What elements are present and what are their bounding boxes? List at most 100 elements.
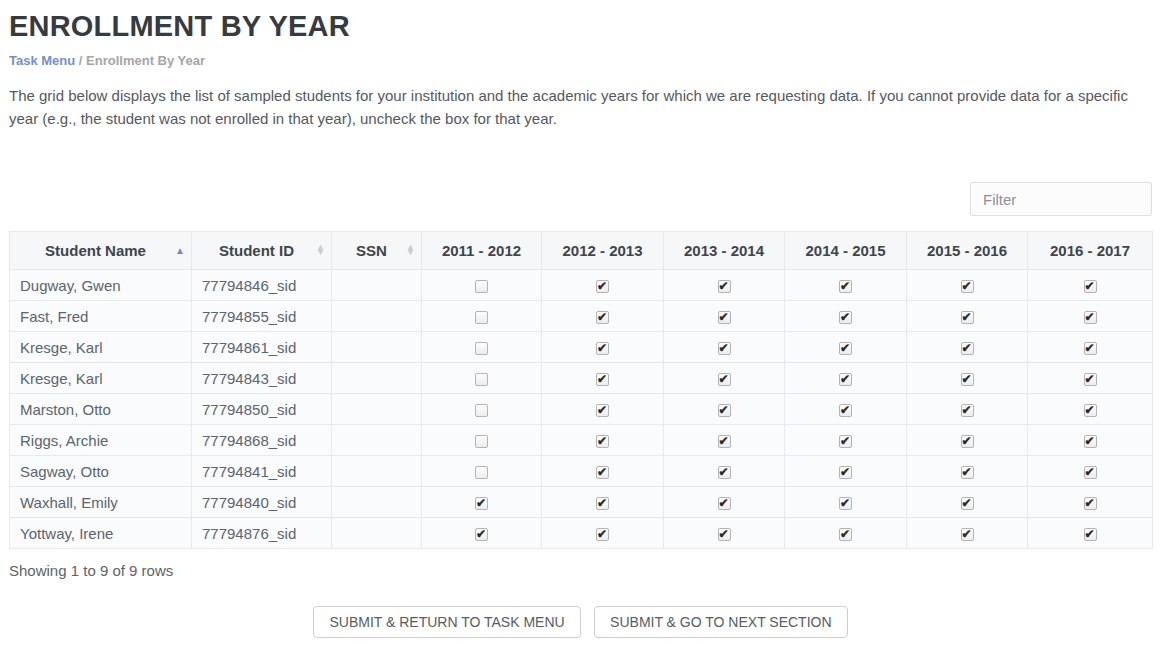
year-checkbox-cell — [1028, 425, 1153, 456]
year-checkbox[interactable] — [1084, 497, 1097, 510]
year-checkbox[interactable] — [1084, 466, 1097, 479]
year-checkbox-cell — [907, 301, 1028, 332]
year-checkbox[interactable] — [475, 435, 488, 448]
breadcrumb: Task Menu / Enrollment By Year — [9, 53, 1152, 68]
column-header-year-2016-2017: 2016 - 2017 — [1028, 232, 1153, 270]
year-checkbox[interactable] — [596, 528, 609, 541]
year-checkbox[interactable] — [839, 280, 852, 293]
year-checkbox[interactable] — [475, 404, 488, 417]
year-checkbox[interactable] — [961, 280, 974, 293]
year-checkbox[interactable] — [839, 373, 852, 386]
student-id-cell: 77794850_sid — [192, 394, 332, 425]
column-header-student-name[interactable]: Student Name ▲ — [10, 232, 192, 270]
year-checkbox[interactable] — [1084, 342, 1097, 355]
year-checkbox-cell — [907, 518, 1028, 549]
year-checkbox[interactable] — [718, 342, 731, 355]
column-header-student-id[interactable]: Student ID ▲▼ — [192, 232, 332, 270]
year-checkbox-cell — [542, 363, 664, 394]
year-checkbox[interactable] — [596, 497, 609, 510]
year-checkbox[interactable] — [1084, 404, 1097, 417]
year-checkbox[interactable] — [839, 435, 852, 448]
student-name-cell: Dugway, Gwen — [10, 270, 192, 301]
year-checkbox[interactable] — [839, 528, 852, 541]
year-checkbox-cell — [785, 363, 907, 394]
year-checkbox[interactable] — [596, 342, 609, 355]
year-checkbox[interactable] — [718, 280, 731, 293]
year-checkbox[interactable] — [596, 466, 609, 479]
year-checkbox-cell — [542, 394, 664, 425]
year-checkbox[interactable] — [1084, 280, 1097, 293]
breadcrumb-separator: / — [79, 53, 83, 68]
year-checkbox[interactable] — [1084, 528, 1097, 541]
year-checkbox-cell — [542, 456, 664, 487]
year-checkbox[interactable] — [961, 528, 974, 541]
year-checkbox[interactable] — [475, 528, 488, 541]
year-checkbox[interactable] — [718, 497, 731, 510]
year-checkbox[interactable] — [718, 311, 731, 324]
year-checkbox-cell — [907, 394, 1028, 425]
year-checkbox[interactable] — [475, 342, 488, 355]
year-checkbox[interactable] — [1084, 435, 1097, 448]
year-checkbox[interactable] — [718, 373, 731, 386]
year-checkbox-cell — [664, 270, 785, 301]
year-checkbox[interactable] — [475, 311, 488, 324]
column-header-ssn[interactable]: SSN ▲▼ — [332, 232, 422, 270]
year-checkbox[interactable] — [839, 466, 852, 479]
year-checkbox-cell — [422, 425, 542, 456]
filter-input[interactable] — [970, 182, 1152, 216]
breadcrumb-task-menu-link[interactable]: Task Menu — [9, 53, 75, 68]
year-checkbox[interactable] — [596, 373, 609, 386]
year-checkbox-cell — [664, 487, 785, 518]
student-id-cell: 77794846_sid — [192, 270, 332, 301]
student-name-cell: Riggs, Archie — [10, 425, 192, 456]
year-checkbox-cell — [422, 363, 542, 394]
year-checkbox[interactable] — [961, 342, 974, 355]
year-checkbox[interactable] — [839, 311, 852, 324]
ssn-cell — [332, 456, 422, 487]
year-checkbox-cell — [907, 332, 1028, 363]
year-checkbox[interactable] — [596, 404, 609, 417]
submit-actions: SUBMIT & RETURN TO TASK MENU SUBMIT & GO… — [9, 606, 1152, 638]
year-checkbox-cell — [1028, 332, 1153, 363]
student-id-cell: 77794855_sid — [192, 301, 332, 332]
year-checkbox[interactable] — [961, 311, 974, 324]
year-checkbox[interactable] — [718, 528, 731, 541]
year-checkbox[interactable] — [475, 466, 488, 479]
year-checkbox[interactable] — [596, 435, 609, 448]
year-checkbox[interactable] — [475, 497, 488, 510]
year-checkbox[interactable] — [961, 435, 974, 448]
year-checkbox[interactable] — [1084, 373, 1097, 386]
table-row: Yottway, Irene 77794876_sid — [10, 518, 1153, 549]
year-checkbox[interactable] — [839, 404, 852, 417]
year-checkbox[interactable] — [961, 497, 974, 510]
year-checkbox-cell — [542, 425, 664, 456]
ssn-cell — [332, 425, 422, 456]
submit-next-section-button[interactable]: SUBMIT & GO TO NEXT SECTION — [594, 606, 847, 638]
year-checkbox-cell — [664, 332, 785, 363]
year-checkbox[interactable] — [839, 342, 852, 355]
year-checkbox[interactable] — [961, 373, 974, 386]
year-checkbox[interactable] — [596, 311, 609, 324]
enrollment-table: Student Name ▲ Student ID ▲▼ SSN ▲▼ — [9, 231, 1153, 549]
year-checkbox[interactable] — [961, 466, 974, 479]
table-row: Kresge, Karl 77794861_sid — [10, 332, 1153, 363]
year-checkbox[interactable] — [961, 404, 974, 417]
ssn-cell — [332, 487, 422, 518]
year-checkbox-cell — [785, 456, 907, 487]
student-name-cell: Waxhall, Emily — [10, 487, 192, 518]
year-checkbox[interactable] — [596, 280, 609, 293]
table-header: Student Name ▲ Student ID ▲▼ SSN ▲▼ — [10, 232, 1153, 270]
year-checkbox[interactable] — [718, 404, 731, 417]
column-header-year-2015-2016: 2015 - 2016 — [907, 232, 1028, 270]
submit-return-task-menu-button[interactable]: SUBMIT & RETURN TO TASK MENU — [313, 606, 580, 638]
year-checkbox[interactable] — [475, 280, 488, 293]
year-checkbox[interactable] — [1084, 311, 1097, 324]
year-checkbox-cell — [664, 301, 785, 332]
year-checkbox-cell — [1028, 456, 1153, 487]
year-checkbox[interactable] — [475, 373, 488, 386]
year-checkbox[interactable] — [718, 466, 731, 479]
year-checkbox[interactable] — [839, 497, 852, 510]
year-checkbox[interactable] — [718, 435, 731, 448]
year-checkbox-cell — [1028, 363, 1153, 394]
year-checkbox-cell — [785, 332, 907, 363]
